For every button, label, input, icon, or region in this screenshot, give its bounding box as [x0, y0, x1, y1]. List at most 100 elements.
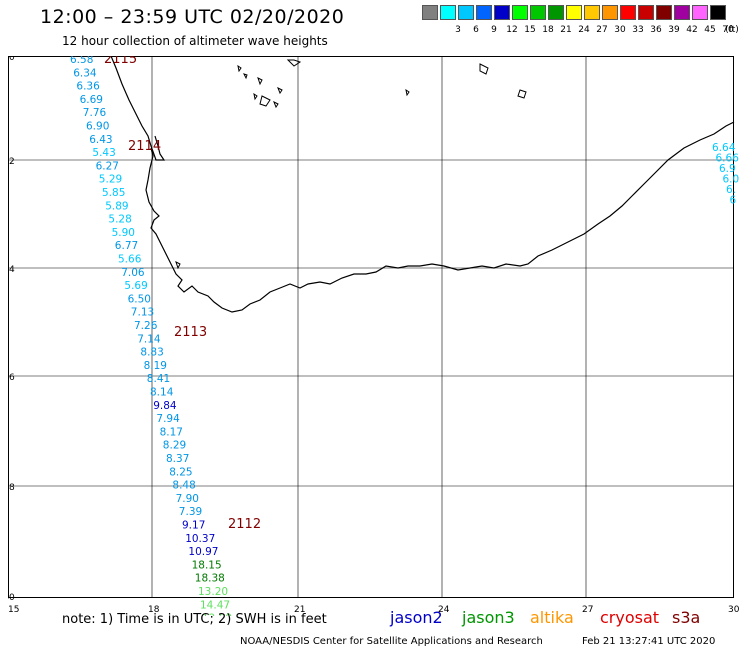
lon-label: 30: [728, 605, 740, 615]
lat-label: -40: [8, 593, 15, 603]
legend-label: 33: [632, 25, 644, 35]
wave-height-reading: 7.06: [121, 267, 145, 279]
lon-label: 21: [294, 605, 305, 615]
axis-labels: 15 18 21 24 27 30 -30 -32 -34 -36 -38 -40: [8, 56, 740, 615]
wave-height-reading: 6.: [726, 184, 736, 196]
legend-label: 45: [704, 25, 716, 35]
legend-label: 36: [650, 25, 662, 35]
wave-height-reading: 6: [730, 195, 737, 207]
wave-height-reading: 6.36: [76, 81, 100, 93]
wave-height-reading: 5.89: [105, 200, 128, 212]
lon-label: 27: [582, 605, 593, 615]
legend-swatch: [674, 5, 690, 20]
lon-label: 15: [8, 605, 19, 615]
wave-height-reading: 7.94: [156, 413, 180, 425]
wave-height-reading: 8.14: [150, 387, 174, 399]
wave-height-reading: 18.38: [195, 573, 225, 585]
satellite-name: jason2: [390, 608, 443, 627]
wave-height-reading: 7.90: [176, 493, 199, 505]
legend-swatch: [602, 5, 618, 20]
wave-height-reading: 6.69: [80, 94, 103, 106]
wave-height-reading: 6.34: [73, 67, 97, 79]
wave-readings-east-track: 6.646.666.96.06.6: [712, 142, 739, 207]
wave-height-reading: 6.90: [86, 121, 109, 133]
wave-height-reading: 5.85: [102, 187, 125, 199]
pass-labels: 2115 2114 2113 2112: [104, 56, 261, 532]
pass-number-label: 2113: [174, 325, 207, 340]
legend-swatch: [638, 5, 654, 20]
lon-label: 18: [148, 605, 160, 615]
wave-height-reading: 8.48: [172, 480, 195, 492]
wave-height-reading: 8.25: [169, 466, 192, 478]
wave-height-reading: 5.29: [99, 174, 122, 186]
wave-height-reading: 7.39: [179, 506, 202, 518]
legend-swatch: [494, 5, 510, 20]
lat-label: -32: [8, 157, 15, 167]
pass-number-label: 2115: [104, 56, 137, 67]
satellite-name: cryosat: [600, 608, 660, 627]
credit-text: NOAA/NESDIS Center for Satellite Applica…: [240, 636, 543, 647]
wave-height-reading: 14.47: [200, 599, 230, 611]
wave-height-reading: 7.13: [131, 307, 154, 319]
legend-label: 30: [614, 25, 626, 35]
legend-label: 39: [668, 25, 680, 35]
wave-height-reading: 7.14: [137, 333, 161, 345]
legend-unit: (ft): [725, 25, 739, 35]
wave-height-reading: 9.84: [153, 400, 177, 412]
wave-height-reading: 7.26: [134, 320, 158, 332]
wave-height-reading: 8.41: [147, 373, 170, 385]
map-border: [8, 56, 734, 598]
legend-swatch: [476, 5, 492, 20]
satellite-name: jason3: [462, 608, 515, 627]
lat-label: -34: [8, 265, 15, 275]
satellite-name: s3a: [672, 608, 701, 627]
legend-swatch: [692, 5, 708, 20]
lat-lon-grid: [8, 56, 733, 597]
legend-swatch: [710, 5, 726, 20]
legend-label: 12: [506, 25, 518, 35]
wave-height-reading: 8.19: [144, 360, 167, 372]
wave-height-reading: 6.64: [712, 142, 736, 154]
wave-height-reading: 6.0: [723, 174, 740, 186]
wave-height-reading: 8.17: [160, 426, 183, 438]
wave-height-reading: 6.77: [115, 240, 138, 252]
wave-height-reading: 10.97: [188, 546, 218, 558]
wave-height-reading: 12.80: [202, 613, 232, 616]
pass-number-label: 2114: [128, 139, 161, 154]
legend-label: 42: [686, 25, 698, 35]
wave-height-reading: 6.27: [96, 160, 119, 172]
legend-swatch: [566, 5, 582, 20]
wave-height-reading: 10.37: [185, 533, 215, 545]
wave-height-reading: 7.76: [83, 107, 107, 119]
legend-label: 6: [473, 25, 479, 35]
wave-height-reading: 6.58: [70, 56, 93, 66]
wave-height-reading: 13.20: [198, 586, 228, 598]
generated-timestamp: Feb 21 13:27:41 UTC 2020: [582, 636, 716, 647]
wave-height-reading: 9.17: [182, 520, 205, 532]
legend-swatch: [584, 5, 600, 20]
legend-label: 70: [722, 25, 734, 35]
wave-height-reading: 5.28: [108, 214, 131, 226]
legend-swatch: [422, 5, 438, 20]
wave-height-reading: 5.43: [92, 147, 115, 159]
legend-label: 9: [491, 25, 497, 35]
wave-height-reading: 6.9: [719, 163, 736, 175]
legend-label: 24: [578, 25, 590, 35]
page-title: 12:00 – 23:59 UTC 02/20/2020: [40, 6, 345, 28]
legend-label: 21: [560, 25, 572, 35]
legend-label: 18: [542, 25, 554, 35]
legend-swatch: [512, 5, 528, 20]
wave-height-reading: 5.90: [112, 227, 135, 239]
wave-height-reading: 5.66: [118, 254, 142, 266]
lon-label: 24: [438, 605, 450, 615]
page-subtitle: 12 hour collection of altimeter wave hei…: [62, 34, 328, 48]
wave-height-reading: 5.69: [124, 280, 147, 292]
legend-label: 15: [524, 25, 536, 35]
satellite-name: altika: [530, 608, 574, 627]
lat-label: -30: [8, 56, 15, 63]
wave-height-reading: 6.50: [128, 293, 151, 305]
south-africa-coastline: [110, 56, 735, 313]
legend-swatch: [530, 5, 546, 20]
wave-height-reading: 6.43: [89, 134, 112, 146]
legend-swatch: [440, 5, 456, 20]
